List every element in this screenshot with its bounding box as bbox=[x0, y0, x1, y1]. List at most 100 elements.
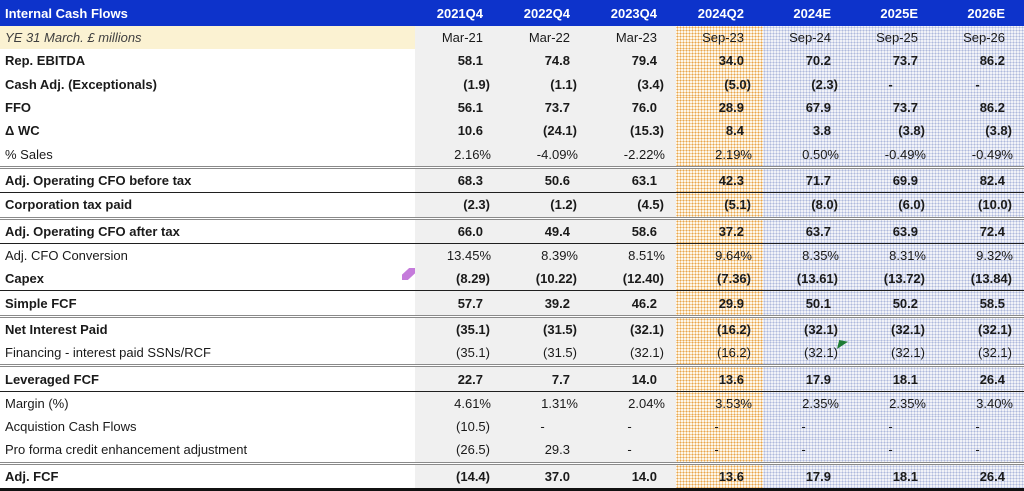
value-cell[interactable]: (3.8) bbox=[850, 119, 937, 143]
value-cell[interactable]: (35.1) bbox=[415, 341, 502, 365]
value-cell[interactable]: 71.7 bbox=[763, 168, 850, 193]
value-cell[interactable]: 79.4 bbox=[589, 49, 676, 73]
value-cell[interactable]: 50.6 bbox=[502, 168, 589, 193]
row-label[interactable]: Pro forma credit enhancement adjustment bbox=[5, 442, 248, 458]
row-label[interactable]: Adj. Operating CFO before tax bbox=[5, 173, 192, 189]
value-cell[interactable]: - bbox=[676, 438, 763, 462]
value-cell[interactable]: - bbox=[850, 415, 937, 439]
value-cell[interactable]: 28.9 bbox=[676, 95, 763, 120]
value-cell[interactable]: - bbox=[850, 72, 937, 96]
value-cell[interactable]: 9.64% bbox=[676, 243, 763, 268]
value-cell[interactable]: (2.3) bbox=[763, 72, 850, 96]
value-cell[interactable]: (7.36) bbox=[676, 267, 763, 291]
value-cell[interactable]: (32.1) bbox=[850, 341, 937, 365]
row-label[interactable]: Simple FCF bbox=[5, 295, 77, 311]
value-cell[interactable]: (32.1) bbox=[589, 341, 676, 365]
value-cell[interactable]: 58.1 bbox=[415, 49, 502, 73]
period-label[interactable]: Mar-22 bbox=[502, 26, 589, 50]
column-header[interactable]: 2025E bbox=[880, 5, 918, 21]
value-cell[interactable]: -0.49% bbox=[937, 142, 1024, 166]
value-cell[interactable]: 17.9 bbox=[763, 464, 850, 488]
row-label[interactable]: Financing - interest paid SSNs/RCF bbox=[5, 345, 211, 361]
value-cell[interactable]: (16.2) bbox=[676, 341, 763, 365]
value-cell[interactable]: 8.35% bbox=[763, 243, 850, 268]
value-cell[interactable]: 63.7 bbox=[763, 219, 850, 243]
value-cell[interactable]: 46.2 bbox=[589, 291, 676, 315]
period-label[interactable]: Sep-25 bbox=[850, 26, 937, 50]
row-label[interactable]: Adj. Operating CFO after tax bbox=[5, 223, 180, 239]
value-cell[interactable]: (1.9) bbox=[415, 72, 502, 96]
value-cell[interactable]: 50.2 bbox=[850, 291, 937, 315]
table-title[interactable]: Internal Cash Flows bbox=[5, 5, 128, 21]
value-cell[interactable]: (31.5) bbox=[502, 317, 589, 342]
value-cell[interactable]: 13.6 bbox=[676, 367, 763, 391]
value-cell[interactable]: 1.31% bbox=[502, 391, 589, 415]
value-cell[interactable]: 13.45% bbox=[415, 243, 502, 268]
value-cell[interactable]: 14.0 bbox=[589, 367, 676, 391]
column-header[interactable]: 2021Q4 bbox=[436, 5, 483, 21]
value-cell[interactable]: 72.4 bbox=[937, 219, 1024, 243]
value-cell[interactable]: (35.1) bbox=[415, 317, 502, 342]
value-cell[interactable]: (32.1) bbox=[850, 317, 937, 342]
value-cell[interactable]: 2.19% bbox=[676, 142, 763, 166]
value-cell[interactable]: 0.50% bbox=[763, 142, 850, 166]
value-cell[interactable]: 2.16% bbox=[415, 142, 502, 166]
value-cell[interactable]: (10.5) bbox=[415, 415, 502, 439]
value-cell[interactable]: 7.7 bbox=[502, 367, 589, 391]
row-label[interactable]: Acquistion Cash Flows bbox=[5, 419, 137, 435]
value-cell[interactable]: - bbox=[589, 438, 676, 462]
row-label[interactable]: Capex bbox=[5, 271, 45, 287]
value-cell[interactable]: 58.5 bbox=[937, 291, 1024, 315]
column-header[interactable]: 2026E bbox=[967, 5, 1005, 21]
value-cell[interactable]: (32.1) bbox=[589, 317, 676, 342]
value-cell[interactable]: 3.53% bbox=[676, 391, 763, 415]
value-cell[interactable]: - bbox=[763, 415, 850, 439]
value-cell[interactable]: -4.09% bbox=[502, 142, 589, 166]
value-cell[interactable]: 76.0 bbox=[589, 95, 676, 120]
value-cell[interactable]: (13.84) bbox=[937, 267, 1024, 291]
value-cell[interactable]: 57.7 bbox=[415, 291, 502, 315]
value-cell[interactable]: (32.1) bbox=[937, 317, 1024, 342]
value-cell[interactable]: 82.4 bbox=[937, 168, 1024, 193]
value-cell[interactable]: 3.8 bbox=[763, 119, 850, 143]
value-cell[interactable]: (6.0) bbox=[850, 193, 937, 217]
value-cell[interactable]: 2.35% bbox=[763, 391, 850, 415]
value-cell[interactable]: (15.3) bbox=[589, 119, 676, 143]
value-cell[interactable]: (12.40) bbox=[589, 267, 676, 291]
value-cell[interactable]: 63.9 bbox=[850, 219, 937, 243]
value-cell[interactable]: -2.22% bbox=[589, 142, 676, 166]
value-cell[interactable]: (8.0) bbox=[763, 193, 850, 217]
value-cell[interactable]: 22.7 bbox=[415, 367, 502, 391]
column-header[interactable]: 2024E bbox=[793, 5, 831, 21]
row-label[interactable]: FFO bbox=[5, 100, 31, 116]
value-cell[interactable]: 18.1 bbox=[850, 464, 937, 488]
value-cell[interactable]: 86.2 bbox=[937, 49, 1024, 73]
value-cell[interactable]: (5.1) bbox=[676, 193, 763, 217]
value-cell[interactable]: (1.1) bbox=[502, 72, 589, 96]
value-cell[interactable]: 8.4 bbox=[676, 119, 763, 143]
value-cell[interactable]: 29.3 bbox=[502, 438, 589, 462]
period-label[interactable]: Mar-23 bbox=[589, 26, 676, 50]
value-cell[interactable]: (3.4) bbox=[589, 72, 676, 96]
value-cell[interactable]: (26.5) bbox=[415, 438, 502, 462]
row-label[interactable]: Δ WC bbox=[5, 123, 40, 139]
value-cell[interactable]: 49.4 bbox=[502, 219, 589, 243]
value-cell[interactable]: (32.1) bbox=[763, 317, 850, 342]
value-cell[interactable]: 39.2 bbox=[502, 291, 589, 315]
row-label[interactable]: Margin (%) bbox=[5, 395, 69, 411]
value-cell[interactable]: (3.8) bbox=[937, 119, 1024, 143]
value-cell[interactable]: 73.7 bbox=[850, 95, 937, 120]
value-cell[interactable]: 14.0 bbox=[589, 464, 676, 488]
value-cell[interactable]: 3.40% bbox=[937, 391, 1024, 415]
value-cell[interactable]: - bbox=[937, 72, 1024, 96]
value-cell[interactable]: 8.31% bbox=[850, 243, 937, 268]
row-label[interactable]: Adj. FCF bbox=[5, 468, 59, 484]
row-label[interactable]: % Sales bbox=[5, 146, 53, 162]
value-cell[interactable]: (8.29) bbox=[415, 267, 502, 291]
value-cell[interactable]: - bbox=[937, 415, 1024, 439]
value-cell[interactable]: (13.61) bbox=[763, 267, 850, 291]
value-cell[interactable]: 8.39% bbox=[502, 243, 589, 268]
value-cell[interactable]: (4.5) bbox=[589, 193, 676, 217]
value-cell[interactable]: (5.0) bbox=[676, 72, 763, 96]
value-cell[interactable]: 29.9 bbox=[676, 291, 763, 315]
